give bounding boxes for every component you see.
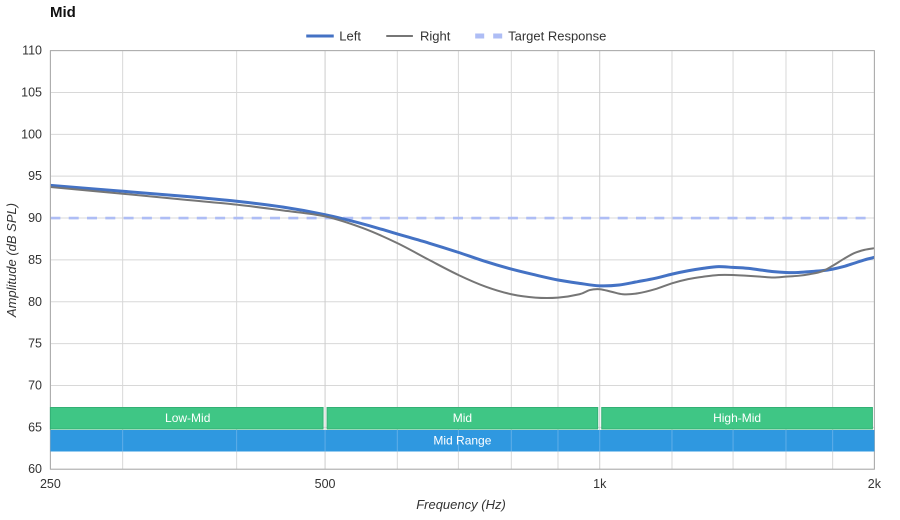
svg-text:80: 80 [28,295,42,309]
svg-text:Target Response: Target Response [508,29,606,44]
svg-text:Frequency (Hz): Frequency (Hz) [416,497,506,512]
svg-text:95: 95 [28,169,42,183]
svg-text:90: 90 [28,211,42,225]
svg-text:Mid Range: Mid Range [433,434,491,448]
svg-text:High-Mid: High-Mid [713,411,761,425]
svg-text:110: 110 [22,44,42,58]
svg-text:Amplitude (dB SPL): Amplitude (dB SPL) [4,203,19,318]
svg-text:60: 60 [28,462,42,476]
svg-text:250: 250 [40,477,61,491]
svg-text:Low-Mid: Low-Mid [165,411,210,425]
svg-text:70: 70 [28,378,42,392]
svg-text:Right: Right [420,29,451,44]
svg-text:85: 85 [28,253,42,267]
svg-text:1k: 1k [593,477,607,491]
svg-text:Mid: Mid [453,411,472,425]
svg-text:65: 65 [28,420,42,434]
svg-text:Left: Left [339,29,361,44]
svg-text:75: 75 [28,337,42,351]
svg-text:500: 500 [315,477,336,491]
svg-text:105: 105 [21,85,42,99]
svg-text:2k: 2k [868,477,882,491]
svg-text:100: 100 [21,127,42,141]
